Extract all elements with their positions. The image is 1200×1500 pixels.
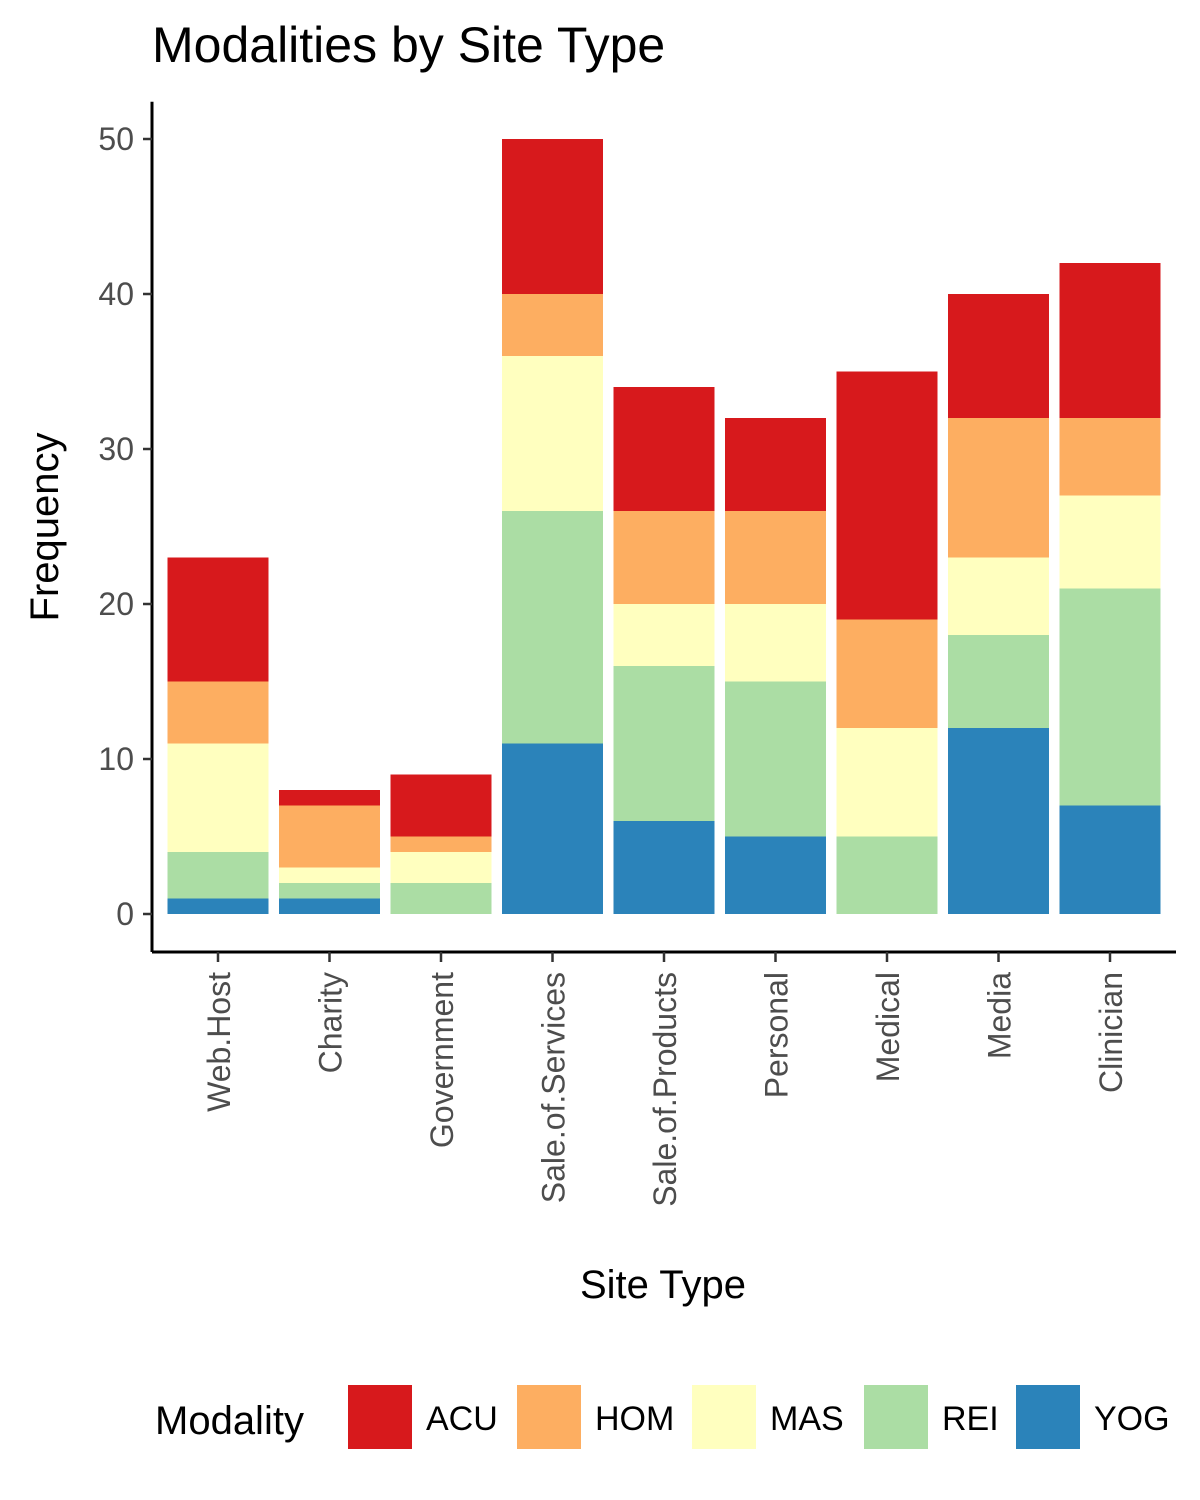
legend-key-acu <box>348 1385 412 1449</box>
bar-segment-acu-government <box>390 774 492 837</box>
bar-segment-acu-medical <box>836 371 938 620</box>
bar-segment-mas-sale-of-products <box>613 604 715 666</box>
legend-key-hom <box>517 1385 581 1449</box>
x-axis-title: Site Type <box>580 1263 746 1307</box>
y-tick-label: 50 <box>98 121 134 157</box>
bar-segment-yog-media <box>948 728 1049 914</box>
x-tick-label: Government <box>424 972 460 1148</box>
bar-segment-acu-personal <box>725 418 826 511</box>
bar-segment-yog-clinician <box>1059 805 1161 914</box>
chart-title: Modalities by Site Type <box>152 17 665 73</box>
bar-segment-hom-charity <box>279 805 380 868</box>
bar-segment-acu-web-host <box>167 557 269 682</box>
bar-segment-yog-sale-of-products <box>613 821 715 914</box>
bar-segment-rei-web-host <box>167 852 269 899</box>
legend-key-yog <box>1016 1385 1080 1449</box>
y-tick-label: 20 <box>98 586 134 622</box>
x-tick-label: Clinician <box>1093 972 1129 1093</box>
bar-segment-acu-sale-of-products <box>613 387 715 511</box>
x-tick-label: Medical <box>870 972 906 1082</box>
y-tick-label: 40 <box>98 276 134 312</box>
bar-segment-acu-media <box>948 294 1049 418</box>
bar-segment-rei-government <box>390 883 492 914</box>
bar-segment-acu-charity <box>279 790 380 806</box>
bar-segment-mas-sale-of-services <box>502 356 603 511</box>
bar-segment-mas-web-host <box>167 743 269 852</box>
bar-segment-mas-media <box>948 557 1049 635</box>
legend-title: Modality <box>155 1399 304 1443</box>
bar-segment-mas-charity <box>279 867 380 883</box>
bar-segment-rei-medical <box>836 836 938 914</box>
bar-segment-rei-sale-of-products <box>613 666 715 821</box>
bar-segment-hom-clinician <box>1059 418 1161 496</box>
legend-key-rei <box>864 1385 928 1449</box>
bar-segment-rei-charity <box>279 883 380 899</box>
y-axis-title: Frequency <box>23 433 67 622</box>
bar-segment-rei-personal <box>725 681 826 837</box>
bar-segment-hom-sale-of-products <box>613 511 715 604</box>
bar-segment-mas-government <box>390 852 492 883</box>
bar-segment-acu-sale-of-services <box>502 139 603 294</box>
bar-segment-yog-personal <box>725 836 826 914</box>
legend-label-hom: HOM <box>595 1400 674 1438</box>
bar-segment-yog-charity <box>279 898 380 914</box>
bar-segment-yog-web-host <box>167 898 269 914</box>
bar-segment-yog-sale-of-services <box>502 743 603 914</box>
bar-segment-hom-personal <box>725 511 826 604</box>
x-tick-label: Charity <box>313 972 349 1073</box>
bar-segment-mas-medical <box>836 728 938 837</box>
x-tick-label: Media <box>982 972 1018 1059</box>
plot-area <box>167 139 1161 914</box>
y-axis: 0 10 20 30 40 50 <box>98 101 154 952</box>
x-tick-label: Web.Host <box>201 972 237 1112</box>
legend-label-mas: MAS <box>770 1400 844 1438</box>
x-axis: Web.Host Charity Government Sale.of.Service… <box>152 950 1176 1207</box>
bar-segment-hom-sale-of-services <box>502 294 603 356</box>
bar-segment-rei-media <box>948 635 1049 728</box>
bar-segment-hom-government <box>390 836 492 852</box>
legend-label-acu: ACU <box>426 1400 498 1438</box>
x-tick-label: Personal <box>759 972 795 1098</box>
y-tick-label: 0 <box>116 896 134 932</box>
bar-segment-mas-personal <box>725 604 826 682</box>
bar-segment-rei-clinician <box>1059 588 1161 806</box>
legend: Modality ACU HOM MAS REI YOG <box>155 1385 1170 1449</box>
x-tick-label: Sale.of.Services <box>536 972 572 1203</box>
legend-label-rei: REI <box>942 1400 999 1438</box>
x-tick-label: Sale.of.Products <box>647 972 683 1207</box>
bar-segment-hom-medical <box>836 619 938 728</box>
y-tick-label: 10 <box>98 741 134 777</box>
bar-segment-rei-sale-of-services <box>502 511 603 744</box>
legend-label-yog: YOG <box>1094 1400 1170 1438</box>
legend-key-mas <box>692 1385 756 1449</box>
y-tick-label: 30 <box>98 431 134 467</box>
bar-segment-acu-clinician <box>1059 263 1161 418</box>
bar-segment-hom-media <box>948 418 1049 558</box>
bar-segment-mas-clinician <box>1059 495 1161 589</box>
bar-segment-hom-web-host <box>167 681 269 744</box>
